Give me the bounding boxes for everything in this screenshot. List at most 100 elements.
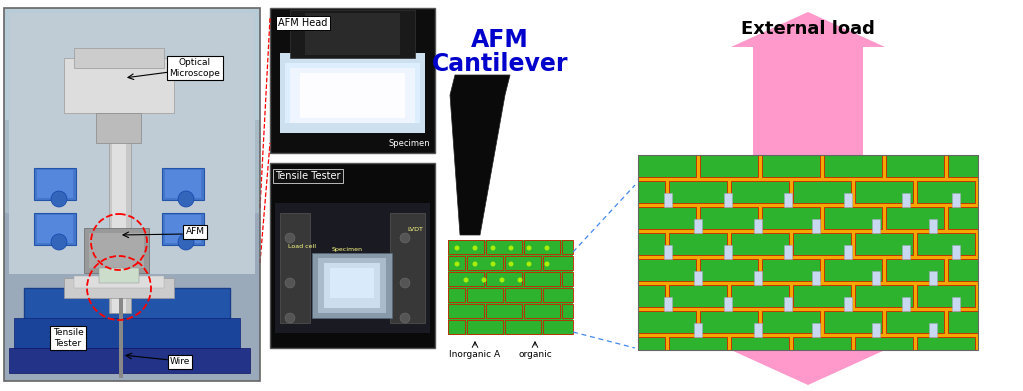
Bar	[290, 10, 415, 58]
Bar	[731, 337, 789, 350]
Bar	[486, 304, 522, 318]
Bar	[448, 288, 465, 302]
Circle shape	[400, 278, 410, 288]
Bar	[929, 323, 937, 337]
Bar	[165, 170, 201, 198]
Circle shape	[178, 191, 194, 207]
Bar	[784, 297, 792, 311]
Bar	[112, 58, 126, 313]
Bar	[280, 53, 425, 133]
Bar	[917, 233, 975, 255]
Bar	[638, 181, 665, 203]
Bar	[824, 207, 882, 229]
Bar	[917, 337, 975, 350]
Bar	[99, 268, 139, 283]
Bar	[638, 311, 696, 333]
Bar	[324, 263, 380, 308]
Bar	[762, 155, 820, 177]
Text: Tensile Tester: Tensile Tester	[275, 171, 341, 181]
Bar	[9, 348, 250, 373]
Bar	[638, 285, 665, 307]
Bar	[524, 240, 560, 254]
Circle shape	[51, 191, 66, 207]
Bar	[562, 304, 573, 318]
Circle shape	[545, 262, 548, 266]
Text: Load cell: Load cell	[288, 244, 316, 249]
Bar	[669, 285, 727, 307]
Circle shape	[491, 246, 495, 250]
Bar	[74, 276, 164, 288]
Bar	[784, 193, 792, 207]
Bar	[886, 155, 944, 177]
Bar	[784, 245, 792, 259]
Bar	[886, 311, 944, 333]
Bar	[280, 213, 310, 323]
Bar	[754, 323, 762, 337]
Bar	[84, 228, 149, 273]
Bar	[855, 337, 913, 350]
Circle shape	[285, 278, 295, 288]
Bar	[270, 8, 435, 153]
Bar	[902, 297, 910, 311]
Bar	[37, 215, 73, 243]
Bar	[638, 155, 978, 350]
Bar	[638, 337, 665, 350]
Bar	[812, 323, 820, 337]
Text: Inorganic A: Inorganic A	[449, 350, 500, 359]
Text: organic: organic	[518, 350, 551, 359]
Text: Specimen: Specimen	[389, 139, 430, 148]
Bar	[448, 304, 484, 318]
Bar	[165, 215, 201, 243]
Bar	[74, 48, 164, 68]
Bar	[694, 323, 702, 337]
Polygon shape	[731, 350, 885, 385]
Circle shape	[464, 278, 468, 282]
Bar	[844, 245, 852, 259]
Bar	[562, 240, 573, 254]
Bar	[724, 297, 732, 311]
Bar	[64, 278, 174, 298]
Bar	[119, 298, 123, 378]
Bar	[448, 256, 465, 270]
Bar	[855, 233, 913, 255]
Bar	[872, 271, 880, 285]
Bar	[390, 213, 425, 323]
Bar	[285, 63, 420, 123]
Circle shape	[51, 234, 66, 250]
Bar	[275, 203, 430, 333]
Bar	[89, 233, 144, 268]
Bar	[929, 271, 937, 285]
Bar	[694, 219, 702, 233]
Bar	[486, 240, 522, 254]
Bar	[468, 320, 503, 334]
Bar	[855, 285, 913, 307]
Bar	[669, 337, 727, 350]
Bar	[948, 311, 978, 333]
Bar	[872, 219, 880, 233]
Bar	[824, 259, 882, 281]
Bar	[872, 323, 880, 337]
Circle shape	[545, 246, 548, 250]
Bar	[330, 268, 374, 298]
Bar	[700, 311, 758, 333]
Text: External load: External load	[741, 20, 875, 38]
Bar	[318, 258, 386, 313]
Bar	[543, 288, 573, 302]
Bar	[724, 245, 732, 259]
Bar	[793, 233, 851, 255]
Text: LVDT: LVDT	[407, 227, 422, 232]
Bar	[754, 271, 762, 285]
Bar	[505, 256, 541, 270]
Bar	[448, 272, 484, 286]
Bar	[812, 219, 820, 233]
Bar	[952, 193, 960, 207]
Bar	[305, 13, 400, 55]
Bar	[638, 155, 696, 177]
Bar	[724, 193, 732, 207]
Text: Optical
Microscope: Optical Microscope	[170, 58, 220, 78]
Bar	[694, 271, 702, 285]
Circle shape	[474, 246, 477, 250]
Polygon shape	[731, 12, 885, 155]
Bar	[952, 245, 960, 259]
Bar	[109, 58, 131, 313]
